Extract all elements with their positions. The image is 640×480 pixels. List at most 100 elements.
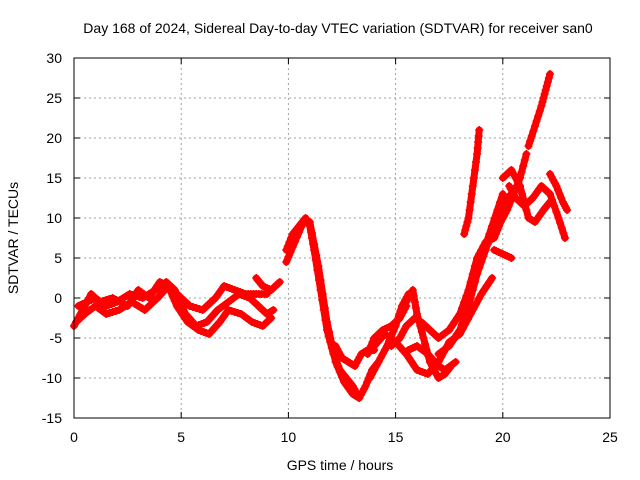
data-point: [545, 190, 554, 198]
data-point: [557, 194, 566, 202]
data-point: [469, 174, 478, 182]
x-tick-label: 15: [388, 429, 404, 445]
data-point: [474, 295, 483, 303]
data-point: [543, 78, 552, 86]
data-point: [310, 240, 319, 248]
data-point: [517, 168, 526, 176]
data-point: [455, 326, 464, 334]
y-tick-label: 20: [46, 130, 62, 146]
data-point: [465, 206, 474, 214]
data-point: [327, 338, 336, 346]
series-recovery-5: [404, 342, 460, 374]
data-point: [455, 310, 464, 318]
data-point: [318, 290, 327, 298]
y-tick-label: 25: [46, 90, 62, 106]
data-point: [316, 276, 325, 284]
data-point: [504, 202, 513, 210]
y-tick-label: -5: [50, 330, 63, 346]
data-point: [419, 334, 428, 342]
data-point: [557, 224, 566, 232]
data-point: [550, 202, 559, 210]
data-point: [305, 218, 314, 226]
data-point: [535, 107, 544, 115]
data-point: [333, 363, 342, 371]
data-point: [488, 274, 497, 282]
data-point: [451, 358, 460, 366]
series-line: [282, 218, 382, 402]
data-point: [410, 314, 419, 322]
chart-title: Day 168 of 2024, Sidereal Day-to-day VTE…: [83, 20, 593, 36]
data-point: [178, 304, 187, 312]
y-tick-label: 0: [54, 290, 62, 306]
series-peak-lower: [282, 218, 383, 402]
data-point: [541, 86, 550, 94]
data-point: [467, 190, 476, 198]
data-point: [472, 158, 480, 166]
data-point: [518, 190, 527, 198]
data-point: [292, 233, 301, 241]
series-late-4: [524, 70, 554, 150]
data-point: [470, 166, 479, 174]
data-point: [556, 219, 565, 227]
y-tick-label: 15: [46, 170, 62, 186]
data-point: [555, 190, 564, 198]
data-point: [522, 150, 531, 158]
data-point: [286, 248, 295, 256]
data-point: [335, 368, 344, 376]
data-point: [542, 82, 551, 90]
data-point: [472, 300, 480, 308]
y-tick-label: 5: [54, 250, 62, 266]
data-point: [520, 156, 529, 164]
data-point: [325, 328, 334, 336]
series-late-1: [490, 246, 516, 262]
data-point: [466, 278, 475, 286]
series-late-5: [545, 170, 572, 214]
data-point: [530, 122, 539, 130]
data-point: [462, 292, 471, 300]
data-point: [490, 234, 499, 242]
data-point: [496, 204, 505, 212]
data-point: [288, 243, 297, 251]
x-tick-label: 0: [70, 429, 78, 445]
data-point: [466, 198, 475, 206]
data-point: [468, 270, 477, 278]
data-point: [468, 182, 477, 190]
data-point: [493, 226, 502, 234]
plot-frame: [73, 57, 611, 419]
data-point: [464, 286, 473, 294]
data-point: [545, 70, 554, 78]
data-point: [267, 307, 276, 315]
x-axis-title: GPS time / hours: [287, 457, 394, 473]
data-point: [320, 304, 329, 312]
data-series: [70, 70, 572, 402]
data-point: [563, 206, 572, 214]
data-point: [522, 206, 531, 214]
series-track-d: [252, 274, 284, 294]
data-point: [417, 328, 426, 336]
data-point: [554, 186, 563, 194]
data-point: [529, 127, 538, 135]
data-point: [421, 340, 430, 348]
data-point: [552, 182, 561, 190]
data-point: [554, 214, 563, 222]
data-point: [519, 162, 528, 170]
data-point: [295, 228, 304, 236]
grid: [74, 58, 610, 418]
data-point: [539, 94, 548, 102]
data-point: [458, 320, 467, 328]
data-point: [290, 238, 299, 246]
data-point: [269, 306, 278, 314]
data-point: [312, 251, 321, 259]
data-point: [495, 222, 504, 230]
data-point: [526, 137, 535, 145]
x-tick-label: 25: [602, 429, 618, 445]
data-point: [540, 90, 549, 98]
data-point: [284, 253, 293, 261]
y-tick-label: 10: [46, 210, 62, 226]
data-point: [363, 350, 372, 358]
data-point: [507, 254, 516, 262]
data-point: [331, 358, 340, 366]
data-point: [460, 298, 469, 306]
data-point: [338, 373, 346, 381]
